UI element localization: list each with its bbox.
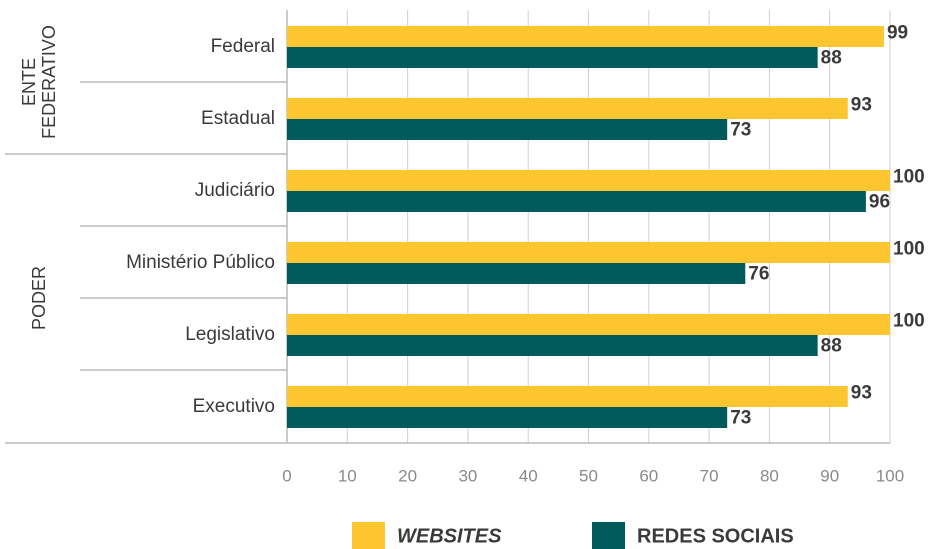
legend-swatch bbox=[352, 522, 385, 549]
x-tick-label: 30 bbox=[458, 466, 477, 485]
group-label-line: ENTE bbox=[19, 58, 39, 106]
category-label: Federal bbox=[211, 36, 275, 57]
x-tick-label: 60 bbox=[639, 466, 658, 485]
x-tick-label: 10 bbox=[338, 466, 357, 485]
category-label: Judiciário bbox=[195, 180, 275, 201]
value-label: 96 bbox=[869, 192, 890, 213]
bar bbox=[287, 26, 884, 47]
bar bbox=[287, 242, 890, 263]
bar bbox=[287, 314, 890, 335]
value-label: 73 bbox=[730, 120, 751, 141]
value-label: 88 bbox=[821, 336, 842, 357]
bar bbox=[287, 386, 848, 407]
x-tick-label: 90 bbox=[820, 466, 839, 485]
value-label: 88 bbox=[821, 48, 842, 69]
bar bbox=[287, 170, 890, 191]
x-tick-label: 0 bbox=[282, 466, 291, 485]
bar bbox=[287, 119, 728, 140]
bar bbox=[287, 263, 746, 284]
category-label: Ministério Público bbox=[126, 252, 275, 273]
legend-swatch bbox=[592, 522, 625, 549]
x-tick-label: 20 bbox=[398, 466, 417, 485]
x-tick-label: 40 bbox=[519, 466, 538, 485]
category-label: Legislativo bbox=[185, 324, 275, 345]
category-label: Executivo bbox=[193, 396, 275, 417]
x-tick-label: 50 bbox=[579, 466, 598, 485]
value-label: 100 bbox=[893, 311, 925, 332]
x-tick-label: 100 bbox=[876, 466, 904, 485]
category-label: Estadual bbox=[201, 108, 275, 129]
bar bbox=[287, 191, 866, 212]
value-label: 100 bbox=[893, 167, 925, 188]
x-tick-label: 80 bbox=[760, 466, 779, 485]
bar bbox=[287, 335, 818, 356]
group-label: PODER bbox=[29, 266, 49, 330]
value-label: 73 bbox=[730, 408, 751, 429]
bar bbox=[287, 47, 818, 68]
value-label: 76 bbox=[748, 264, 769, 285]
value-label: 93 bbox=[851, 383, 872, 404]
group-label: ENTEFEDERATIVO bbox=[19, 25, 59, 139]
value-label: 93 bbox=[851, 95, 872, 116]
value-label: 100 bbox=[893, 239, 925, 260]
value-label: 99 bbox=[887, 23, 908, 44]
x-tick-label: 70 bbox=[700, 466, 719, 485]
bar bbox=[287, 407, 728, 428]
legend-label: REDES SOCIAIS bbox=[637, 525, 794, 547]
legend-label: WEBSITES bbox=[397, 525, 502, 547]
group-label-line: FEDERATIVO bbox=[39, 25, 59, 139]
bar bbox=[287, 98, 848, 119]
